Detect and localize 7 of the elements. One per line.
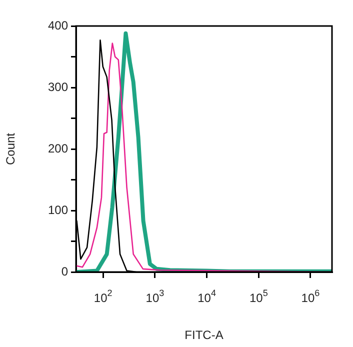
y-tick-label: 400 [48,18,68,32]
y-tick-label: 100 [48,202,68,217]
y-tick-label: 200 [48,141,68,156]
y-axis-title: Count [4,132,18,166]
y-tick-label: 0 [61,264,68,278]
y-tick-label: 300 [48,80,68,94]
x-axis-title: FITC-A [184,328,224,342]
